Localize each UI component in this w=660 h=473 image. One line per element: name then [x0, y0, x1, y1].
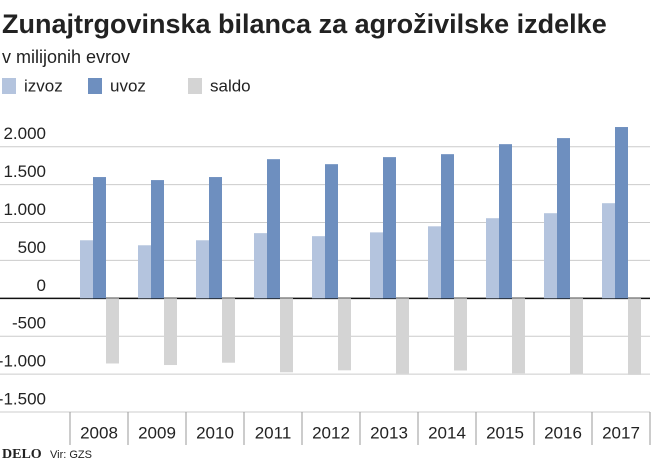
- legend-label: saldo: [210, 76, 251, 95]
- x-tick-label: 2012: [312, 423, 350, 442]
- bar: [93, 177, 106, 299]
- x-tick-label: 2015: [486, 423, 524, 442]
- bar: [499, 144, 512, 299]
- chart-subtitle: v milijonih evrov: [2, 47, 130, 67]
- logo: DELO: [2, 447, 42, 462]
- y-tick-label: 0: [37, 276, 46, 295]
- bar: [512, 298, 525, 374]
- y-tick-label: 2.000: [3, 124, 46, 143]
- x-tick-label: 2011: [255, 423, 292, 442]
- bar: [338, 298, 351, 371]
- legend-swatch: [188, 78, 202, 94]
- x-tick-label: 2014: [428, 423, 466, 442]
- bar: [544, 213, 557, 299]
- x-tick-label: 2016: [544, 423, 582, 442]
- bar: [151, 180, 164, 299]
- bar: [80, 240, 93, 299]
- bar: [164, 298, 177, 366]
- x-tick-label: 2017: [602, 423, 640, 442]
- bar: [486, 218, 499, 299]
- bar: [615, 127, 628, 299]
- y-tick-label: -1.500: [0, 389, 46, 408]
- bar: [396, 298, 409, 374]
- bar: [280, 298, 293, 373]
- bar: [428, 226, 441, 299]
- legend-label: uvoz: [110, 76, 146, 95]
- y-tick-label: 500: [18, 238, 46, 257]
- x-tick-label: 2009: [138, 423, 176, 442]
- bar: [557, 138, 570, 299]
- bar: [106, 298, 119, 364]
- bar: [370, 232, 383, 299]
- x-tick-label: 2008: [80, 423, 118, 442]
- chart-title: Zunajtrgovinska bilanca za agroživilske …: [2, 9, 607, 39]
- bar: [628, 298, 641, 375]
- bar: [222, 298, 235, 363]
- legend-swatch: [88, 78, 102, 94]
- y-tick-label: -500: [12, 314, 46, 333]
- x-tick-label: 2010: [196, 423, 234, 442]
- legend-swatch: [2, 78, 16, 94]
- legend-label: izvoz: [24, 76, 63, 95]
- bar: [325, 164, 338, 299]
- bar: [267, 159, 280, 299]
- bar: [441, 154, 454, 299]
- bar: [209, 177, 222, 299]
- source: Vir: GZS: [50, 449, 92, 461]
- bar: [196, 240, 209, 299]
- bar: [570, 298, 583, 375]
- y-tick-label: -1.000: [0, 352, 46, 371]
- bar: [312, 236, 325, 299]
- y-tick-label: 1.000: [3, 200, 46, 219]
- bar: [254, 233, 267, 299]
- x-tick-label: 2013: [370, 423, 408, 442]
- bar: [454, 298, 467, 371]
- bar: [602, 203, 615, 299]
- y-tick-label: 1.500: [3, 162, 46, 181]
- bar: [138, 245, 151, 299]
- bar: [383, 157, 396, 299]
